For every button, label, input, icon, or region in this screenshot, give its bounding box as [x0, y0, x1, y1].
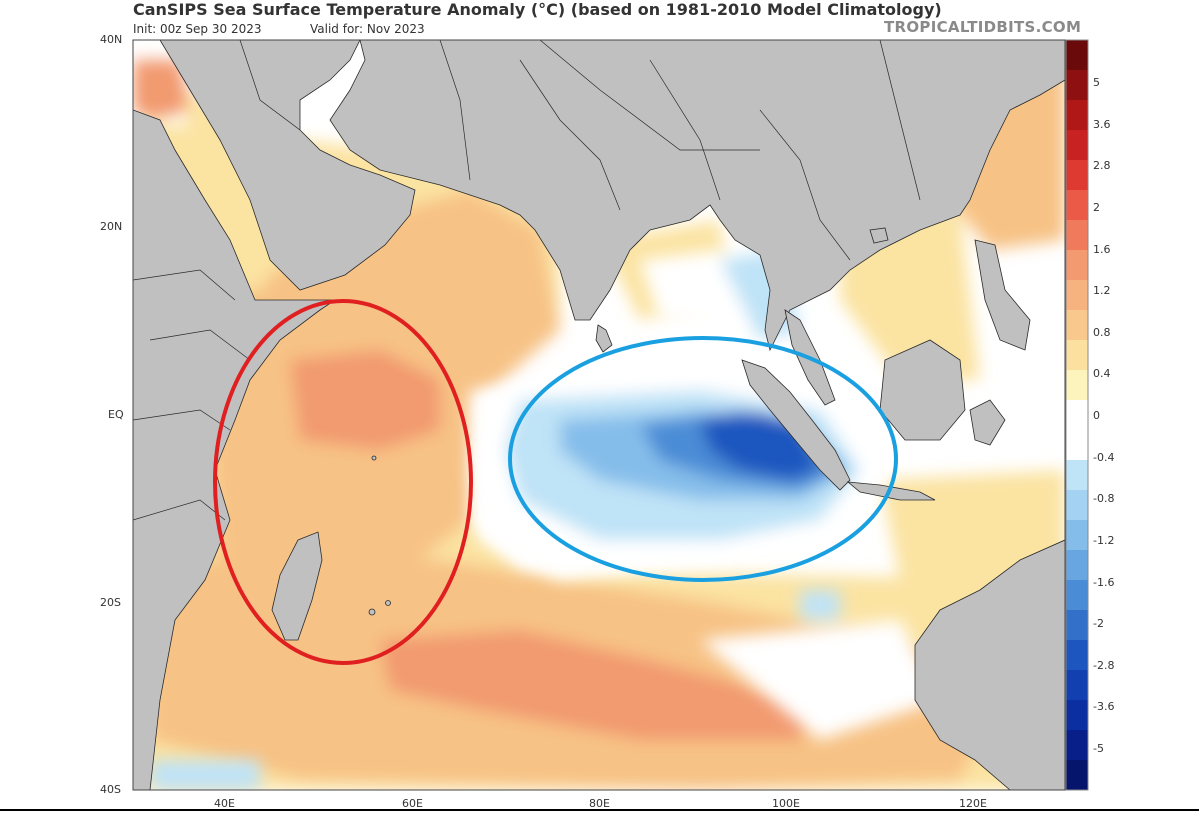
- hainan-island: [869, 227, 889, 244]
- reunion-island: [385, 600, 391, 606]
- africa-landmass: [133, 40, 337, 790]
- colorbar-segment: [1066, 70, 1088, 101]
- colorbar-segment: [1066, 580, 1088, 611]
- colorbar-segment: [1066, 190, 1088, 221]
- lat-label-eq: EQ: [108, 408, 124, 421]
- colorbar-segment: [1066, 400, 1088, 431]
- madagascar: [271, 531, 323, 641]
- lon-label-120e: 120E: [959, 797, 987, 810]
- map-title: CanSIPS Sea Surface Temperature Anomaly …: [133, 0, 942, 19]
- lon-label-100e: 100E: [772, 797, 800, 810]
- init-time: Init: 00z Sep 30 2023: [133, 22, 262, 36]
- valid-time: Valid for: Nov 2023: [310, 22, 425, 36]
- land-masses: [133, 40, 1065, 790]
- colorbar-segment: [1066, 340, 1088, 371]
- lat-label-20n: 20N: [100, 220, 123, 233]
- philippines: [974, 239, 1031, 351]
- colorbar-segment: [1066, 130, 1088, 161]
- colorbar-label: 0.8: [1093, 325, 1111, 339]
- colorbar-frame: [1065, 39, 1089, 791]
- java: [846, 481, 936, 501]
- mauritius-island: [368, 608, 376, 616]
- colorbar-segment: [1066, 640, 1088, 671]
- colorbar-segment: [1066, 370, 1088, 401]
- colorbar-segment: [1066, 610, 1088, 641]
- australia: [914, 539, 1065, 790]
- colorbar-label: -1.2: [1093, 533, 1115, 547]
- bottom-rule: [0, 809, 1199, 811]
- colorbar-segment: [1066, 40, 1088, 71]
- colorbar-segment: [1066, 430, 1088, 461]
- colorbar: [1065, 39, 1089, 791]
- lat-label-40s: 40S: [100, 783, 121, 796]
- cool-region-ellipse: [508, 336, 898, 582]
- sri-lanka: [595, 324, 613, 353]
- colorbar-segment: [1066, 700, 1088, 731]
- colorbar-label: -5: [1093, 742, 1104, 755]
- colorbar-label: 1.6: [1093, 242, 1111, 256]
- colorbar-segment: [1066, 490, 1088, 521]
- brand-watermark: TROPICALTIDBITS.COM: [884, 18, 1082, 36]
- sulawesi: [969, 399, 1006, 446]
- arabia-landmass: [159, 40, 416, 291]
- asia-landmass: [329, 40, 1065, 352]
- colorbar-segment: [1066, 100, 1088, 131]
- colorbar-label: -2.8: [1093, 658, 1115, 672]
- colorbar-label: 1.2: [1093, 284, 1111, 298]
- lat-label-20s: 20S: [100, 596, 121, 609]
- lon-label-80e: 80E: [589, 797, 610, 810]
- colorbar-label: 5: [1093, 76, 1100, 89]
- lon-label-40e: 40E: [214, 797, 235, 810]
- lon-label-60e: 60E: [402, 797, 423, 810]
- seychelles-island: [371, 455, 377, 461]
- warm-anomaly-fields: [133, 60, 1065, 790]
- colorbar-segment: [1066, 670, 1088, 701]
- colorbar-label: 0.4: [1093, 367, 1111, 381]
- colorbar-label: -0.8: [1093, 492, 1115, 506]
- map-frame: [132, 39, 1066, 791]
- colorbar-segment: [1066, 220, 1088, 251]
- sumatra: [741, 359, 851, 491]
- colorbar-segment: [1066, 310, 1088, 341]
- colorbar-label: -2: [1093, 617, 1104, 631]
- colorbar-segment: [1066, 760, 1088, 791]
- lat-label-40n: 40N: [100, 33, 123, 46]
- warm-region-ellipse: [213, 299, 473, 665]
- colorbar-segment: [1066, 280, 1088, 311]
- colorbar-segment: [1066, 160, 1088, 191]
- colorbar-label: -0.4: [1093, 450, 1115, 464]
- colorbar-segment: [1066, 460, 1088, 491]
- colorbar-label: 2: [1093, 200, 1100, 214]
- map-area: [133, 40, 1065, 790]
- colorbar-label: -3.6: [1093, 700, 1115, 714]
- colorbar-segment: [1066, 520, 1088, 551]
- colorbar-segment: [1066, 730, 1088, 761]
- colorbar-segment: [1066, 250, 1088, 281]
- colorbar-label: 3.6: [1093, 117, 1111, 131]
- colorbar-segment: [1066, 550, 1088, 581]
- colorbar-label: 2.8: [1093, 159, 1111, 173]
- colorbar-label: 0: [1093, 409, 1100, 422]
- colorbar-label: -1.6: [1093, 575, 1115, 589]
